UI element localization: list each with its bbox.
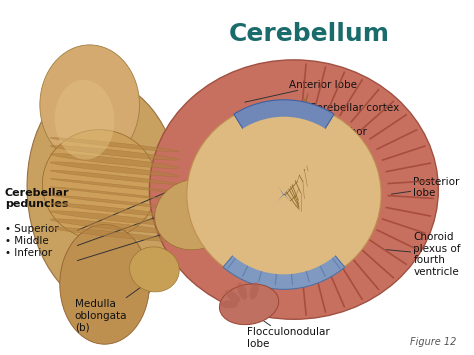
Ellipse shape bbox=[40, 45, 139, 165]
Text: • Superior
• Middle
• Inferior: • Superior • Middle • Inferior bbox=[5, 224, 59, 258]
Ellipse shape bbox=[27, 80, 182, 309]
Text: Arbor
vitae: Arbor vitae bbox=[307, 127, 368, 148]
Ellipse shape bbox=[50, 211, 179, 225]
Ellipse shape bbox=[149, 60, 438, 319]
Ellipse shape bbox=[50, 195, 179, 209]
Ellipse shape bbox=[42, 130, 157, 240]
Text: Posterior
lobe: Posterior lobe bbox=[392, 177, 460, 198]
Text: Figure 12: Figure 12 bbox=[410, 337, 456, 347]
Ellipse shape bbox=[250, 282, 259, 300]
Ellipse shape bbox=[50, 179, 179, 192]
Ellipse shape bbox=[60, 224, 149, 344]
Ellipse shape bbox=[225, 290, 240, 302]
Text: Anterior lobe: Anterior lobe bbox=[245, 80, 357, 102]
Text: Cerebellum: Cerebellum bbox=[228, 22, 389, 46]
Ellipse shape bbox=[50, 203, 179, 217]
Text: Medulla
oblongata
(b): Medulla oblongata (b) bbox=[75, 279, 152, 333]
Text: Choroid
plexus of
fourth
ventricle: Choroid plexus of fourth ventricle bbox=[386, 232, 461, 277]
Ellipse shape bbox=[50, 138, 179, 152]
Text: Flocculonodular
lobe: Flocculonodular lobe bbox=[246, 309, 330, 349]
Ellipse shape bbox=[219, 284, 279, 324]
Wedge shape bbox=[228, 195, 340, 274]
Wedge shape bbox=[223, 195, 345, 289]
Ellipse shape bbox=[50, 162, 179, 176]
Wedge shape bbox=[236, 117, 332, 195]
Ellipse shape bbox=[155, 179, 234, 250]
Ellipse shape bbox=[187, 102, 381, 287]
Ellipse shape bbox=[237, 283, 247, 300]
Ellipse shape bbox=[50, 187, 179, 201]
Ellipse shape bbox=[50, 170, 179, 184]
Text: Cerebellar cortex: Cerebellar cortex bbox=[282, 103, 399, 119]
Ellipse shape bbox=[50, 227, 179, 242]
Ellipse shape bbox=[55, 80, 115, 160]
Ellipse shape bbox=[220, 300, 238, 308]
Ellipse shape bbox=[50, 154, 179, 168]
Ellipse shape bbox=[129, 247, 179, 292]
Ellipse shape bbox=[50, 146, 179, 160]
Ellipse shape bbox=[50, 219, 179, 234]
Wedge shape bbox=[234, 100, 334, 195]
Text: Cerebellar
peduncles: Cerebellar peduncles bbox=[5, 187, 70, 209]
